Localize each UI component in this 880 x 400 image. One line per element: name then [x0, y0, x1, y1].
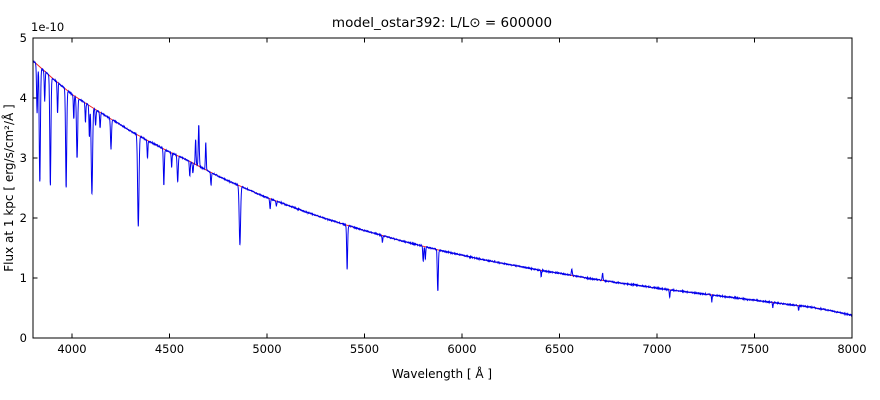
- x-tick-label: 4000: [57, 342, 86, 356]
- x-tick-label: 4500: [155, 342, 184, 356]
- x-tick-label: 6000: [447, 342, 476, 356]
- x-axis-label: Wavelength [ Å ]: [392, 366, 492, 381]
- x-tick-label: 6500: [545, 342, 574, 356]
- y-axis-label: Flux at 1 kpc [ erg/s/cm²/Å ]: [1, 104, 16, 271]
- y-tick-label: 5: [20, 31, 27, 45]
- x-tick-label: 7500: [740, 342, 769, 356]
- plot-frame: [32, 37, 853, 339]
- y-tick-label: 3: [20, 151, 27, 165]
- continuum-line: [32, 60, 853, 316]
- y-tick-label: 4: [20, 91, 27, 105]
- y-tick-label: 2: [20, 211, 27, 225]
- axes-layer: 4000 4500 5000 5500 6000 6500 7000 7500 8000 0 1 2 3…: [20, 31, 867, 356]
- x-tick-label: 5500: [350, 342, 379, 356]
- y-axis-offset-label: 1e-10: [31, 20, 64, 34]
- y-tick-label: 0: [20, 331, 27, 345]
- y-tick-label: 1: [20, 271, 27, 285]
- spectrum-line: [32, 60, 853, 317]
- x-tick-label: 7000: [642, 342, 671, 356]
- chart-title: model_ostar392: L/L⊙ = 600000: [332, 15, 552, 31]
- x-tick-label: 8000: [837, 342, 866, 356]
- x-tick-label: 5000: [252, 342, 281, 356]
